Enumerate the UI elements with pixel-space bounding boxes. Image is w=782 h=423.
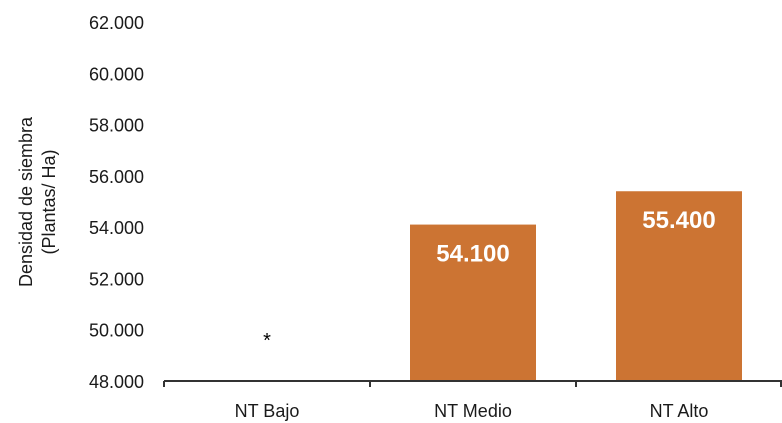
y-tick-label: 54.000 <box>89 218 144 238</box>
y-axis-ticks: 48.000 50.000 52.000 54.000 56.000 58.000 60.0… <box>89 13 144 392</box>
x-tick-label: NT Bajo <box>235 401 300 421</box>
y-tick-label: 60.000 <box>89 64 144 84</box>
y-axis-title: Densidad de siembra (Plantas/ Ha) <box>16 116 59 287</box>
bar <box>616 191 742 381</box>
bar <box>410 224 536 381</box>
bar-value-label: 54.100 <box>436 241 509 268</box>
y-axis-title-line-1: Densidad de siembra <box>16 116 36 287</box>
y-tick-label: 56.000 <box>89 167 144 187</box>
y-tick-label: 58.000 <box>89 116 144 136</box>
x-axis: NT Bajo NT Medio NT Alto <box>163 380 782 421</box>
y-tick-label: 62.000 <box>89 13 144 33</box>
bars-group: * 54.100 55.400 <box>263 191 742 381</box>
missing-data-marker: * <box>263 330 271 352</box>
y-tick-label: 48.000 <box>89 372 144 392</box>
y-tick-label: 52.000 <box>89 269 144 289</box>
x-tick-label: NT Alto <box>650 401 709 421</box>
x-tick-label: NT Medio <box>434 401 512 421</box>
bar-value-label: 55.400 <box>642 207 715 234</box>
y-tick-label: 50.000 <box>89 321 144 341</box>
y-axis-title-line-2: (Plantas/ Ha) <box>39 149 59 254</box>
